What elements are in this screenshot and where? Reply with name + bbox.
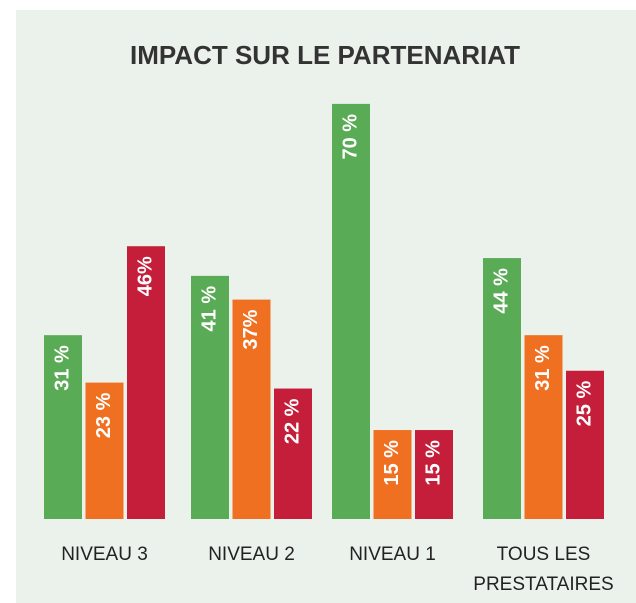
bar	[566, 370, 604, 519]
x-tick-label: NIVEAU 3	[61, 544, 148, 565]
value-label: 15 %	[381, 440, 403, 486]
value-label: 41 %	[198, 286, 220, 332]
value-label: 15 %	[422, 440, 444, 486]
value-label: 44 %	[490, 268, 512, 314]
bar	[44, 335, 82, 519]
value-label: 22 %	[281, 398, 303, 444]
x-tick-label: NIVEAU 1	[349, 544, 436, 565]
x-tick-label: TOUS LES PRESTATAIRES	[473, 544, 614, 595]
x-tick-label: NIVEAU 2	[208, 544, 295, 565]
bar	[524, 335, 563, 519]
value-label: 37%	[240, 309, 262, 349]
bar	[127, 246, 165, 519]
value-label: 31 %	[532, 345, 554, 391]
bar	[191, 275, 229, 519]
value-label: 23 %	[93, 392, 115, 438]
chart-title: IMPACT SUR LE PARTENARIAT	[130, 40, 520, 70]
value-label: 46%	[134, 256, 156, 296]
bar	[85, 382, 124, 519]
bar	[415, 430, 453, 519]
bar	[274, 388, 312, 519]
bar	[232, 299, 271, 519]
value-label: 31 %	[51, 345, 73, 391]
value-label: 70 %	[339, 114, 361, 160]
bar	[373, 430, 412, 519]
bar	[332, 103, 370, 520]
value-label: 25 %	[573, 381, 595, 427]
bar	[483, 258, 521, 519]
